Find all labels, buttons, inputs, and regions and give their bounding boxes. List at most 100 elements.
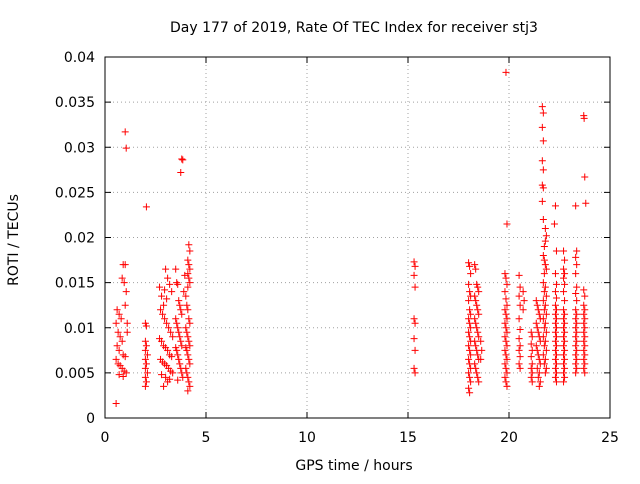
data-point: [573, 261, 581, 269]
data-point: [112, 355, 120, 363]
data-point: [183, 301, 191, 309]
data-point: [186, 342, 194, 350]
data-point: [560, 324, 568, 332]
data-point: [121, 353, 129, 361]
data-point: [410, 335, 418, 343]
data-point: [542, 310, 550, 318]
data-point: [552, 351, 560, 359]
data-point: [472, 364, 480, 372]
y-axis-label: ROTI / TECUs: [6, 194, 22, 286]
data-point: [168, 288, 176, 296]
data-point: [164, 346, 172, 354]
data-point: [410, 364, 418, 372]
data-point: [581, 351, 589, 359]
data-point: [113, 342, 121, 350]
data-point: [113, 306, 121, 314]
data-point: [503, 369, 511, 377]
data-point: [166, 280, 174, 288]
data-point: [540, 288, 548, 296]
data-point: [164, 378, 172, 386]
data-point: [182, 324, 190, 332]
data-point: [551, 355, 559, 363]
data-point: [465, 342, 473, 350]
data-point: [503, 328, 511, 336]
data-point: [466, 288, 474, 296]
data-point: [474, 306, 482, 314]
data-point: [115, 346, 123, 354]
data-point: [177, 337, 185, 345]
data-point: [475, 310, 483, 318]
data-point: [175, 297, 183, 305]
data-point: [552, 324, 560, 332]
data-point: [552, 247, 560, 255]
data-point: [466, 319, 474, 327]
data-point: [165, 324, 173, 332]
data-point: [551, 310, 559, 318]
data-point: [535, 310, 543, 318]
data-point: [116, 333, 124, 341]
data-point: [410, 315, 418, 323]
data-point: [466, 373, 474, 381]
data-point: [581, 292, 589, 300]
data-point: [533, 364, 541, 372]
data-point: [552, 360, 560, 368]
data-point: [551, 288, 559, 296]
data-point: [539, 137, 547, 145]
data-point: [178, 155, 186, 163]
data-point: [186, 247, 194, 255]
y-tick-label: 0.03: [64, 140, 95, 156]
chart-title: Day 177 of 2019, Rate Of TEC Index for r…: [170, 20, 538, 36]
data-point: [184, 387, 192, 395]
data-point: [581, 360, 589, 368]
data-point: [534, 328, 542, 336]
data-point: [516, 301, 524, 309]
data-point: [502, 295, 510, 303]
data-point: [471, 315, 479, 323]
data-point: [162, 373, 170, 381]
data-point: [174, 280, 182, 288]
data-point: [502, 351, 510, 359]
data-point: [159, 310, 167, 318]
y-tick-label: 0.025: [55, 185, 95, 201]
data-point: [185, 274, 193, 282]
data-point: [121, 301, 129, 309]
data-point: [183, 328, 191, 336]
data-point: [115, 371, 123, 379]
data-point: [161, 315, 169, 323]
data-point: [573, 355, 581, 363]
data-point: [539, 184, 547, 192]
data-point: [122, 288, 130, 296]
y-tick-label: 0.02: [64, 231, 95, 247]
y-tick-label: 0.035: [55, 95, 95, 111]
data-point: [532, 319, 540, 327]
data-point: [474, 373, 482, 381]
data-point: [477, 337, 485, 345]
data-point: [560, 247, 568, 255]
data-point: [141, 364, 149, 372]
data-point: [465, 297, 473, 305]
data-point: [540, 243, 548, 251]
x-tick-label: 20: [500, 430, 518, 446]
data-point: [528, 333, 536, 341]
data-point: [173, 279, 181, 287]
data-point: [176, 333, 184, 341]
data-point: [581, 333, 589, 341]
data-point: [572, 333, 580, 341]
data-point: [478, 346, 486, 354]
data-point: [573, 297, 581, 305]
data-point: [573, 328, 581, 336]
data-point: [572, 324, 580, 332]
data-point: [561, 280, 569, 288]
data-point: [180, 288, 188, 296]
data-point: [142, 322, 150, 330]
data-point: [183, 346, 191, 354]
data-point: [581, 173, 589, 181]
data-point: [572, 360, 580, 368]
data-point: [572, 270, 580, 278]
data-point: [167, 328, 175, 336]
data-point: [475, 378, 483, 386]
data-point: [172, 315, 180, 323]
data-point: [572, 289, 580, 297]
data-point: [411, 346, 419, 354]
data-point: [186, 360, 194, 368]
